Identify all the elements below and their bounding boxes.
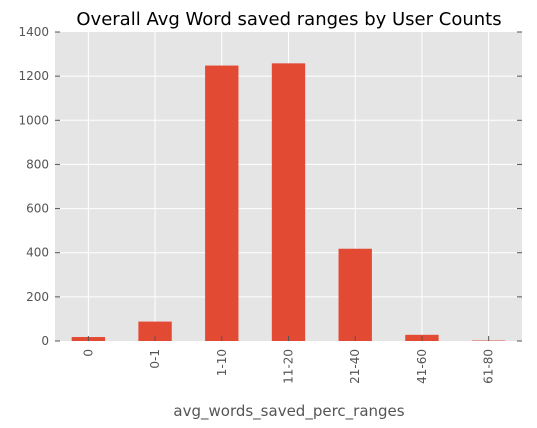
y-tick-label: 200 — [26, 290, 49, 304]
y-tick-label: 400 — [26, 246, 49, 260]
bar-0-1 — [138, 321, 172, 341]
x-tick-label: 21-40 — [348, 349, 362, 384]
bars — [71, 63, 506, 341]
x-tick-label: 11-20 — [282, 349, 296, 384]
x-tick-label: 0-1 — [148, 349, 162, 369]
y-axis-ticks: 0 200 400 600 800 1000 1200 1400 — [18, 25, 522, 348]
x-axis-label: avg_words_saved_perc_ranges — [173, 402, 404, 421]
chart-title: Overall Avg Word saved ranges by User Co… — [76, 9, 501, 30]
y-tick-label: 1400 — [18, 25, 49, 39]
x-axis-ticks: 0 0-1 1-10 11-20 21-40 41-60 61-80 — [81, 336, 496, 384]
bar-21-40 — [338, 248, 372, 341]
x-tick-label: 61-80 — [482, 349, 496, 384]
y-tick-label: 1200 — [18, 69, 49, 83]
y-tick-label: 600 — [26, 202, 49, 216]
bar-1-10 — [205, 65, 239, 341]
x-tick-label: 41-60 — [415, 349, 429, 384]
x-tick-label: 0 — [81, 349, 95, 357]
y-tick-label: 0 — [41, 334, 49, 348]
x-tick-label: 1-10 — [215, 349, 229, 376]
bar-11-20 — [271, 63, 306, 341]
y-tick-label: 800 — [26, 157, 49, 171]
y-tick-label: 1000 — [18, 113, 49, 127]
